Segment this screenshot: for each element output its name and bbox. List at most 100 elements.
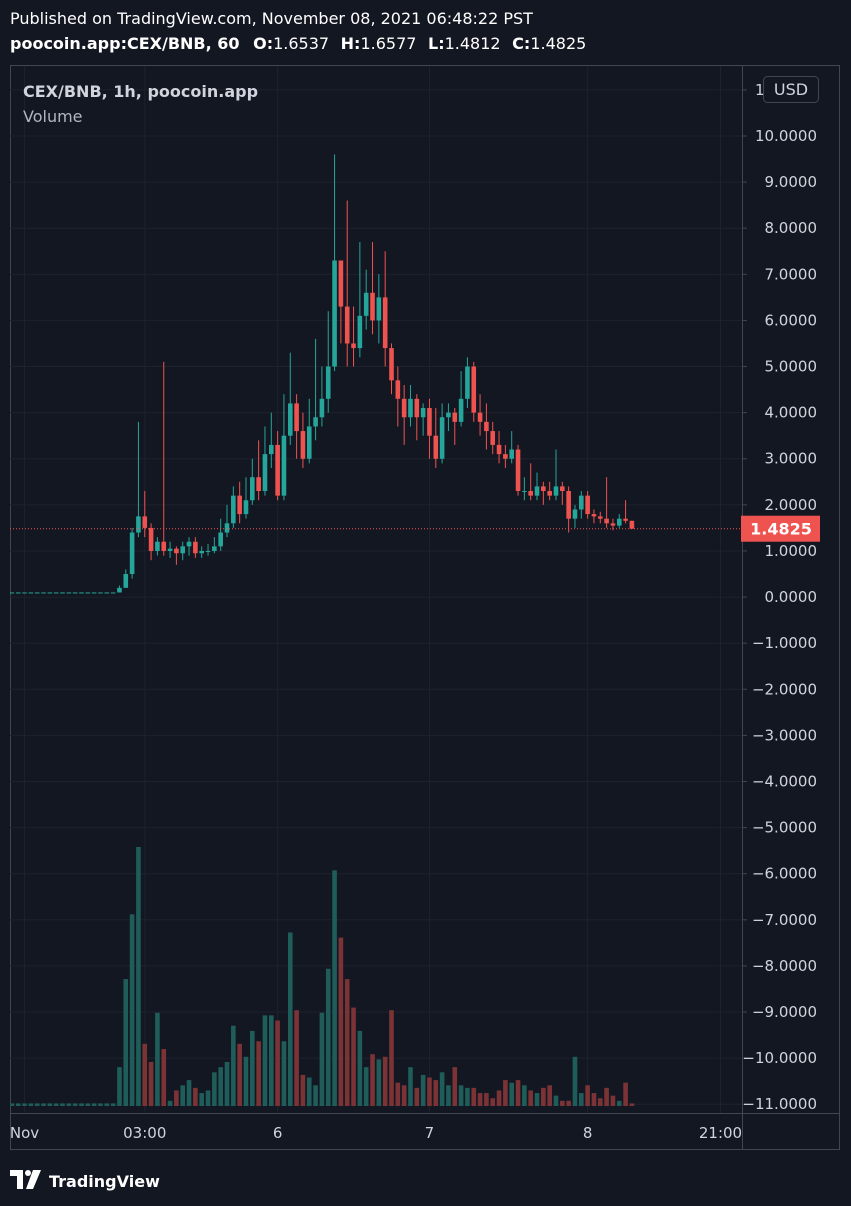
volume-bar [243, 1056, 249, 1106]
candle-body [509, 449, 515, 459]
candle-body [604, 518, 609, 524]
volume-bar [22, 1103, 27, 1106]
ohlc-label: H: [341, 34, 361, 53]
volume-bar [142, 1043, 148, 1106]
volume-bar [363, 1067, 369, 1106]
volume-bar [10, 1103, 15, 1106]
x-tick-label: Nov [10, 1124, 39, 1142]
candle-body [338, 260, 344, 307]
candle-body [22, 592, 27, 594]
volume-bar [319, 1012, 325, 1106]
y-tick-label: −2.0000 [752, 680, 817, 698]
candle-body [471, 366, 477, 413]
volume-bar [281, 1041, 287, 1106]
candle-body [294, 403, 299, 432]
volume-bar [212, 1072, 217, 1106]
candle-body [148, 527, 154, 551]
candle-body [357, 315, 363, 349]
volume-bar [250, 1030, 255, 1106]
candle-body [15, 592, 21, 594]
currency-label[interactable]: USD [774, 80, 808, 99]
candle-body [319, 398, 325, 418]
candle-body [528, 491, 533, 496]
volume-bar [414, 1087, 420, 1106]
volume-bar [161, 1049, 167, 1106]
candle-body [237, 495, 242, 515]
candle-body [47, 592, 53, 594]
candle-body [382, 297, 388, 349]
volume-bar [117, 1067, 122, 1106]
candle-body [275, 444, 280, 496]
logo-mark [26, 1170, 41, 1189]
volume-bar [446, 1085, 451, 1106]
y-tick-label: −3.0000 [752, 726, 817, 744]
candle-body [281, 435, 287, 496]
candle-body [199, 550, 204, 554]
volume-bar [433, 1080, 439, 1106]
y-tick-label: 3.0000 [765, 450, 818, 468]
y-tick-label: −4.0000 [752, 772, 817, 790]
candle-body [395, 380, 401, 399]
volume-bar [98, 1103, 103, 1106]
volume-bar [155, 1012, 160, 1106]
currency-button[interactable] [763, 76, 819, 103]
time-axis: Nov 03:00 6 7 8 21:00 [10, 1124, 742, 1142]
volume-pane [10, 847, 635, 1106]
y-tick-label: −11.0000 [742, 1095, 817, 1113]
logo-mark [10, 1170, 23, 1189]
candle-body [66, 592, 72, 594]
volume-bar [237, 1043, 242, 1106]
volume-bar [231, 1025, 236, 1106]
volume-bar [484, 1093, 489, 1106]
volume-bar [193, 1087, 198, 1106]
volume-bar [515, 1080, 521, 1106]
candle-body [212, 546, 217, 551]
volume-bar [60, 1103, 65, 1106]
y-tick-label: −7.0000 [752, 911, 817, 929]
volume-bar [275, 1020, 280, 1106]
candle-body [623, 518, 628, 521]
volume-bar [351, 1007, 356, 1106]
candle-body [161, 541, 167, 551]
y-tick-label: −6.0000 [752, 865, 817, 883]
candle-body [300, 431, 306, 459]
volume-bar [357, 1030, 363, 1106]
volume-bar [496, 1090, 502, 1106]
volume-bar [66, 1103, 72, 1106]
y-tick-label: 5.0000 [765, 358, 818, 376]
candle-body [553, 486, 559, 496]
volume-bar [268, 1015, 274, 1106]
volume-bar [332, 870, 337, 1106]
volume-bar [91, 1103, 97, 1106]
price-axis: 11.000010.00009.00008.00007.00006.00005.… [742, 81, 818, 1113]
volume-bar [427, 1077, 432, 1106]
volume-bar [382, 1056, 388, 1106]
volume-bar [180, 1085, 186, 1106]
candle-body [174, 548, 179, 554]
volume-bar [174, 1090, 179, 1106]
y-tick-label: −10.0000 [742, 1049, 817, 1067]
volume-bar [338, 937, 344, 1106]
x-tick-label: 21:00 [699, 1124, 742, 1142]
candle-body [446, 412, 451, 418]
volume-bar [560, 1100, 565, 1106]
candle-body [420, 408, 426, 418]
volume-bar [123, 979, 129, 1106]
candle-body [427, 408, 432, 436]
volume-bar [72, 1103, 78, 1106]
candle-body [231, 495, 236, 524]
volume-bar [47, 1103, 53, 1106]
x-tick-label: 8 [583, 1124, 593, 1142]
candle-body [433, 435, 439, 459]
volume-bar [509, 1082, 515, 1106]
candle-body [28, 592, 34, 594]
candle-body [186, 541, 192, 547]
candle-body [591, 514, 597, 517]
volume-bar [28, 1103, 34, 1106]
volume-bar [572, 1056, 578, 1106]
volume-bar [629, 1103, 635, 1106]
volume-bar [167, 1100, 173, 1106]
candle-body [452, 412, 458, 422]
